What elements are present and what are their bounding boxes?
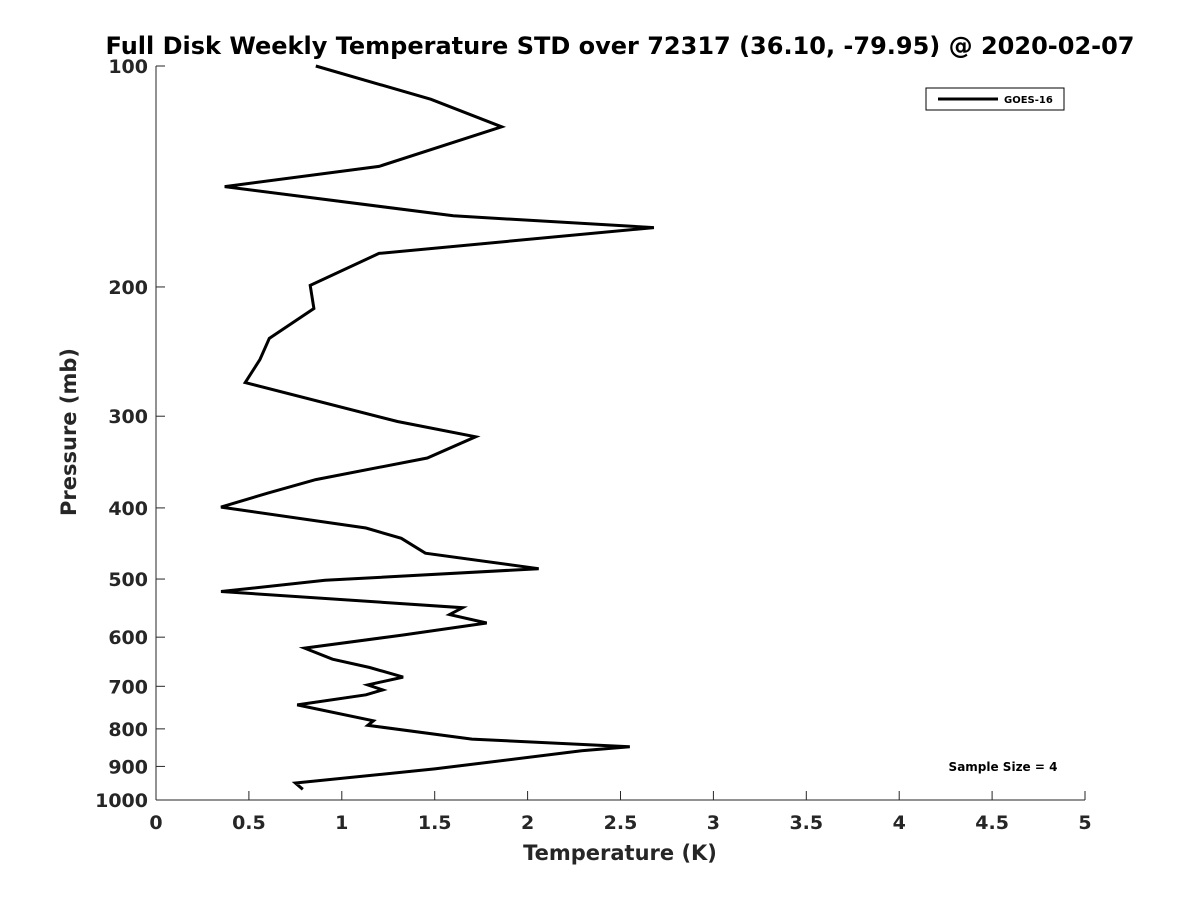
y-tick-label: 500 <box>108 569 148 591</box>
plot-area: 0 0.5 1 1.5 2 2.5 3 3.5 4 4.5 5 100 200 300 400 500 600 7… <box>95 56 1092 834</box>
y-tick-label: 600 <box>108 627 148 649</box>
series-line-goes-16 <box>220 64 655 791</box>
x-tick-label: 0 <box>149 812 162 834</box>
y-tick-label: 900 <box>108 756 148 778</box>
y-tick-label: 100 <box>108 56 148 78</box>
y-tick-label: 200 <box>108 277 148 299</box>
x-tick-label: 2 <box>521 812 534 834</box>
x-tick-label: 5 <box>1078 812 1091 834</box>
y-tick-label: 400 <box>108 498 148 520</box>
legend: GOES-16 <box>925 87 1065 111</box>
x-axis-label: Temperature (K) <box>523 841 717 865</box>
y-tick-label: 800 <box>108 719 148 741</box>
y-tick-label: 1000 <box>95 790 148 812</box>
x-tick-label: 3.5 <box>789 812 823 834</box>
y-axis-label: Pressure (mb) <box>57 348 81 516</box>
x-tick-label: 1 <box>335 812 348 834</box>
chart-title: Full Disk Weekly Temperature STD over 72… <box>106 32 1135 60</box>
x-tick-label: 2.5 <box>604 812 638 834</box>
x-tick-label: 1.5 <box>418 812 452 834</box>
legend-label-goes-16: GOES-16 <box>1004 95 1053 106</box>
x-tick-label: 3 <box>707 812 720 834</box>
x-tick-label: 4 <box>893 812 906 834</box>
sample-size-annotation: Sample Size = 4 <box>949 760 1058 774</box>
x-tick-label: 0.5 <box>232 812 266 834</box>
y-tick-label: 700 <box>108 676 148 698</box>
x-tick-label: 4.5 <box>975 812 1009 834</box>
y-tick-label: 300 <box>108 406 148 428</box>
